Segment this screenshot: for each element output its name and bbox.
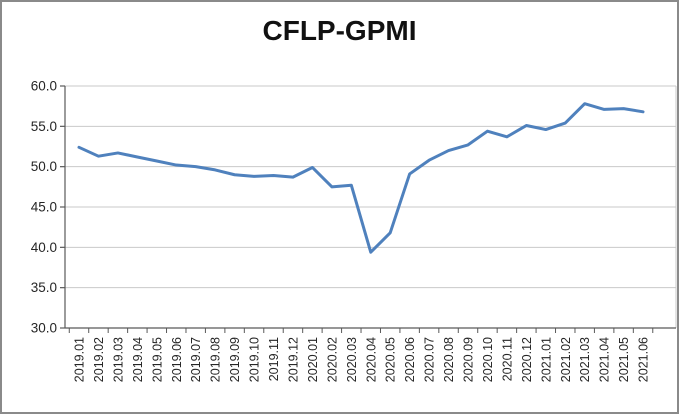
x-axis-label: 2020.08 — [442, 337, 456, 382]
x-axis-label: 2019.11 — [267, 337, 281, 381]
x-axis-label: 2019.06 — [170, 337, 184, 382]
x-axis-label: 2019.10 — [248, 337, 262, 382]
x-axis-label: 2020.02 — [325, 337, 339, 382]
x-axis-label: 2019.04 — [131, 337, 145, 382]
y-axis-label: 50.0 — [31, 159, 57, 174]
x-axis-label: 2021.05 — [617, 337, 631, 382]
x-axis-label: 2021.06 — [637, 337, 651, 382]
x-axis-label: 2020.04 — [364, 337, 378, 382]
x-axis-label: 2019.12 — [286, 337, 300, 382]
pmi-line — [77, 102, 645, 254]
x-axis-label: 2020.09 — [462, 337, 476, 382]
y-axis-label: 55.0 — [31, 119, 57, 134]
x-axis-label: 2019.07 — [189, 337, 203, 382]
x-axis-label: 2019.05 — [150, 337, 164, 382]
x-axis-label: 2020.10 — [481, 337, 495, 382]
x-axis-label: 2019.01 — [73, 337, 87, 382]
x-axis-label: 2021.04 — [598, 337, 612, 382]
y-axis-label: 60.0 — [31, 79, 57, 94]
x-axis-label: 2020.03 — [345, 337, 359, 382]
x-axis-label: 2021.03 — [578, 337, 592, 382]
y-axis-label: 30.0 — [31, 321, 57, 336]
chart-title: CFLP-GPMI — [262, 15, 417, 46]
x-axis-label: 2020.07 — [423, 337, 437, 382]
x-axis-label: 2021.02 — [559, 337, 573, 382]
y-axis-label: 40.0 — [31, 240, 57, 255]
y-axis-label: 35.0 — [31, 280, 57, 295]
x-axis-label: 2020.05 — [384, 337, 398, 382]
x-axis-label: 2019.03 — [111, 337, 125, 382]
x-axis-label: 2020.12 — [520, 337, 534, 382]
x-axis-label: 2019.02 — [92, 337, 106, 382]
x-axis-label: 2019.08 — [209, 337, 223, 382]
x-axis-label: 2020.01 — [306, 337, 320, 382]
x-axis-label: 2021.01 — [539, 337, 553, 382]
x-axis-label: 2019.09 — [228, 337, 242, 382]
x-axis-label: 2020.11 — [500, 337, 514, 381]
y-axis-label: 45.0 — [31, 200, 57, 215]
x-axis-label: 2020.06 — [403, 337, 417, 382]
